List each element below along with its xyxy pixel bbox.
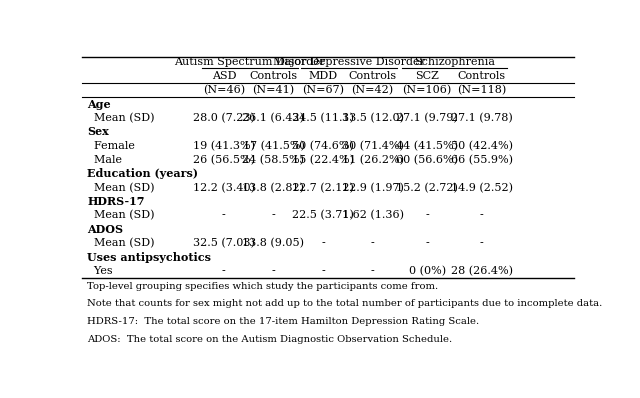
- Text: 12.7 (2.12): 12.7 (2.12): [292, 182, 354, 193]
- Text: 15 (22.4%): 15 (22.4%): [292, 154, 354, 165]
- Text: 32.5 (7.03): 32.5 (7.03): [193, 238, 255, 248]
- Text: Top-level grouping specifies which study the participants come from.: Top-level grouping specifies which study…: [88, 282, 438, 291]
- Text: 11 (26.2%): 11 (26.2%): [342, 154, 404, 165]
- Text: 50 (42.4%): 50 (42.4%): [451, 141, 513, 151]
- Text: Controls: Controls: [349, 71, 397, 81]
- Text: -: -: [271, 266, 275, 276]
- Text: 33.5 (12.0): 33.5 (12.0): [342, 113, 404, 123]
- Text: (N=106): (N=106): [403, 85, 452, 96]
- Text: 19 (41.3%): 19 (41.3%): [193, 141, 255, 151]
- Text: Age: Age: [88, 99, 111, 109]
- Text: -: -: [480, 238, 484, 248]
- Text: (N=41): (N=41): [252, 85, 294, 96]
- Text: 34.5 (11.1): 34.5 (11.1): [292, 113, 354, 123]
- Text: -: -: [222, 266, 226, 276]
- Text: -: -: [426, 238, 429, 248]
- Text: -: -: [271, 211, 275, 220]
- Text: (N=46): (N=46): [203, 85, 245, 96]
- Text: 44 (41.5%): 44 (41.5%): [396, 141, 458, 151]
- Text: Note that counts for sex might not add up to the total number of participants du: Note that counts for sex might not add u…: [88, 299, 603, 308]
- Text: 12.2 (3.40): 12.2 (3.40): [193, 182, 255, 193]
- Text: 30 (71.4%): 30 (71.4%): [342, 141, 404, 151]
- Text: Male: Male: [88, 155, 122, 165]
- Text: 28.0 (7.23): 28.0 (7.23): [193, 113, 255, 123]
- Text: Schizophrenia: Schizophrenia: [414, 57, 495, 67]
- Text: Mean (SD): Mean (SD): [88, 210, 155, 220]
- Text: 13.8 (2.82): 13.8 (2.82): [243, 182, 305, 193]
- Text: 15.2 (2.72): 15.2 (2.72): [396, 182, 458, 193]
- Text: 17 (41.5%): 17 (41.5%): [243, 141, 305, 151]
- Text: (N=67): (N=67): [302, 85, 344, 96]
- Text: ASD: ASD: [212, 71, 236, 81]
- Text: HDRS-17: HDRS-17: [88, 196, 145, 207]
- Text: Autism Spectrum Disorder: Autism Spectrum Disorder: [174, 57, 326, 67]
- Text: 24 (58.5%): 24 (58.5%): [243, 154, 305, 165]
- Text: Yes: Yes: [88, 266, 113, 276]
- Text: ADOS:  The total score on the Autism Diagnostic Observation Schedule.: ADOS: The total score on the Autism Diag…: [88, 335, 452, 344]
- Text: -: -: [321, 266, 325, 276]
- Text: 1.62 (1.36): 1.62 (1.36): [342, 210, 404, 220]
- Text: -: -: [321, 238, 325, 248]
- Text: 66 (55.9%): 66 (55.9%): [451, 154, 513, 165]
- Text: Mean (SD): Mean (SD): [88, 113, 155, 123]
- Text: 12.9 (1.97): 12.9 (1.97): [342, 182, 404, 193]
- Text: Mean (SD): Mean (SD): [88, 238, 155, 248]
- Text: (N=42): (N=42): [351, 85, 394, 96]
- Text: HDRS-17:  The total score on the 17-item Hamilton Depression Rating Scale.: HDRS-17: The total score on the 17-item …: [88, 317, 479, 326]
- Text: 0 (0%): 0 (0%): [408, 266, 446, 276]
- Text: 28 (26.4%): 28 (26.4%): [451, 266, 513, 276]
- Text: 13.8 (9.05): 13.8 (9.05): [243, 238, 305, 248]
- Text: 14.9 (2.52): 14.9 (2.52): [451, 182, 513, 193]
- Text: Controls: Controls: [250, 71, 298, 81]
- Text: 26.1 (6.42): 26.1 (6.42): [243, 113, 305, 123]
- Text: Education (years): Education (years): [88, 168, 198, 179]
- Text: -: -: [222, 211, 226, 220]
- Text: Uses antipsychotics: Uses antipsychotics: [88, 252, 211, 263]
- Text: SCZ: SCZ: [415, 71, 439, 81]
- Text: 60 (56.6%): 60 (56.6%): [396, 154, 458, 165]
- Text: -: -: [371, 266, 374, 276]
- Text: Mean (SD): Mean (SD): [88, 182, 155, 193]
- Text: Major Depressive Disorder: Major Depressive Disorder: [273, 57, 425, 67]
- Text: 27.1 (9.79): 27.1 (9.79): [396, 113, 458, 123]
- Text: Sex: Sex: [88, 127, 109, 137]
- Text: Controls: Controls: [458, 71, 506, 81]
- Text: MDD: MDD: [308, 71, 338, 81]
- Text: -: -: [426, 211, 429, 220]
- Text: Female: Female: [88, 141, 135, 151]
- Text: -: -: [480, 211, 484, 220]
- Text: 27.1 (9.78): 27.1 (9.78): [451, 113, 513, 123]
- Text: -: -: [371, 238, 374, 248]
- Text: ADOS: ADOS: [88, 224, 124, 235]
- Text: 22.5 (3.71): 22.5 (3.71): [292, 210, 354, 220]
- Text: 26 (56.5%): 26 (56.5%): [193, 154, 255, 165]
- Text: (N=118): (N=118): [457, 85, 506, 96]
- Text: 50 (74.6%): 50 (74.6%): [292, 141, 354, 151]
